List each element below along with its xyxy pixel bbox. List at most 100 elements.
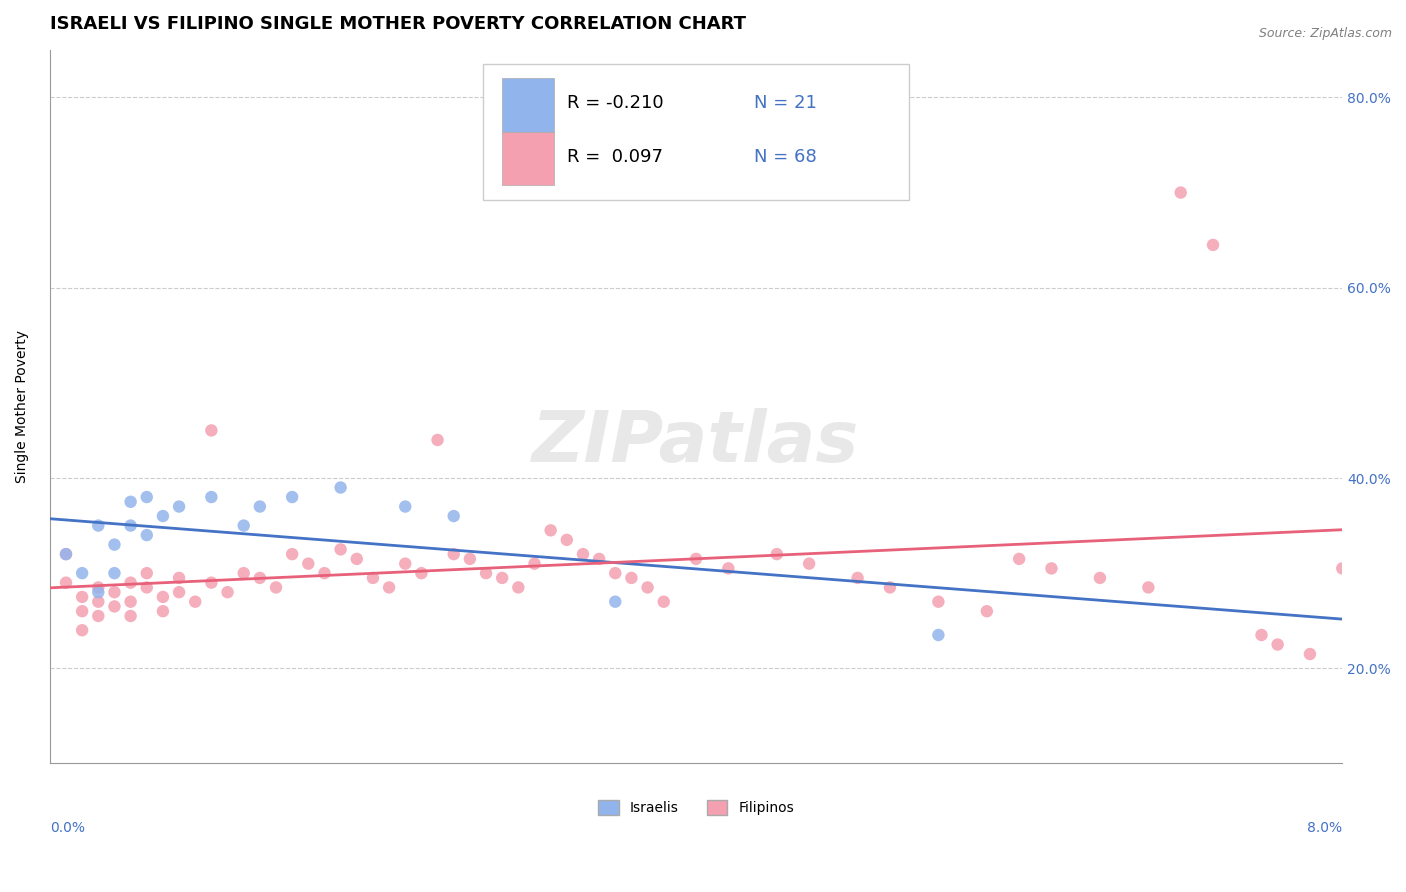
- Point: [87, 581, 110, 595]
- Point: [200, 424, 222, 438]
- Point: [217, 585, 239, 599]
- Point: [927, 628, 949, 642]
- Point: [167, 571, 190, 585]
- Point: [55, 547, 77, 561]
- Point: [70, 604, 93, 618]
- Point: [572, 547, 595, 561]
- Point: [927, 595, 949, 609]
- Point: [120, 518, 142, 533]
- Point: [103, 538, 125, 552]
- Point: [394, 500, 416, 514]
- Text: N = 68: N = 68: [754, 148, 817, 166]
- Point: [120, 495, 142, 509]
- Point: [55, 547, 77, 561]
- Point: [588, 552, 610, 566]
- Point: [443, 509, 465, 524]
- Point: [443, 547, 465, 561]
- Point: [297, 557, 319, 571]
- Point: [475, 566, 498, 581]
- Point: [652, 595, 675, 609]
- Point: [87, 585, 110, 599]
- Point: [346, 552, 368, 566]
- Point: [135, 566, 157, 581]
- Point: [458, 552, 481, 566]
- Point: [605, 566, 627, 581]
- Text: R = -0.210: R = -0.210: [567, 95, 664, 112]
- Point: [329, 481, 352, 495]
- Legend: Israelis, Filipinos: Israelis, Filipinos: [592, 795, 800, 821]
- Text: ISRAELI VS FILIPINO SINGLE MOTHER POVERTY CORRELATION CHART: ISRAELI VS FILIPINO SINGLE MOTHER POVERT…: [49, 15, 745, 33]
- Point: [200, 490, 222, 504]
- Point: [361, 571, 384, 585]
- Point: [1331, 561, 1354, 575]
- Point: [232, 566, 254, 581]
- Point: [717, 561, 740, 575]
- Point: [879, 581, 901, 595]
- Point: [426, 433, 449, 447]
- Point: [1088, 571, 1111, 585]
- Point: [540, 524, 562, 538]
- Text: 8.0%: 8.0%: [1308, 821, 1343, 835]
- Point: [846, 571, 869, 585]
- Point: [184, 595, 207, 609]
- Point: [70, 566, 93, 581]
- Point: [491, 571, 513, 585]
- Point: [135, 490, 157, 504]
- Point: [87, 518, 110, 533]
- Point: [120, 575, 142, 590]
- Point: [378, 581, 401, 595]
- Point: [200, 575, 222, 590]
- Text: N = 21: N = 21: [754, 95, 817, 112]
- Text: ZIPatlas: ZIPatlas: [533, 408, 859, 477]
- Point: [637, 581, 659, 595]
- Point: [605, 595, 627, 609]
- Point: [120, 595, 142, 609]
- Point: [314, 566, 336, 581]
- Point: [152, 590, 174, 604]
- Point: [685, 552, 707, 566]
- Point: [523, 557, 546, 571]
- Point: [1299, 647, 1322, 661]
- Point: [281, 490, 304, 504]
- Point: [411, 566, 433, 581]
- Point: [249, 500, 271, 514]
- Point: [329, 542, 352, 557]
- Point: [555, 533, 578, 547]
- Point: [103, 566, 125, 581]
- Point: [394, 557, 416, 571]
- Point: [264, 581, 287, 595]
- Point: [55, 575, 77, 590]
- Point: [120, 609, 142, 624]
- Point: [87, 609, 110, 624]
- Point: [797, 557, 820, 571]
- Point: [70, 590, 93, 604]
- Text: R =  0.097: R = 0.097: [567, 148, 662, 166]
- Point: [152, 509, 174, 524]
- FancyBboxPatch shape: [502, 132, 554, 186]
- Point: [281, 547, 304, 561]
- Point: [508, 581, 530, 595]
- FancyBboxPatch shape: [482, 64, 910, 200]
- Point: [1040, 561, 1063, 575]
- Text: Source: ZipAtlas.com: Source: ZipAtlas.com: [1258, 27, 1392, 40]
- Point: [103, 585, 125, 599]
- Point: [976, 604, 998, 618]
- Point: [135, 581, 157, 595]
- Point: [232, 518, 254, 533]
- Point: [1202, 238, 1225, 252]
- Y-axis label: Single Mother Poverty: Single Mother Poverty: [15, 330, 30, 483]
- Point: [1137, 581, 1160, 595]
- Point: [103, 599, 125, 614]
- Point: [1170, 186, 1192, 200]
- Point: [167, 500, 190, 514]
- Point: [1267, 638, 1289, 652]
- Point: [1008, 552, 1031, 566]
- Text: 0.0%: 0.0%: [49, 821, 84, 835]
- FancyBboxPatch shape: [502, 78, 554, 132]
- Point: [152, 604, 174, 618]
- Point: [87, 595, 110, 609]
- Point: [249, 571, 271, 585]
- Point: [135, 528, 157, 542]
- Point: [70, 624, 93, 638]
- Point: [766, 547, 789, 561]
